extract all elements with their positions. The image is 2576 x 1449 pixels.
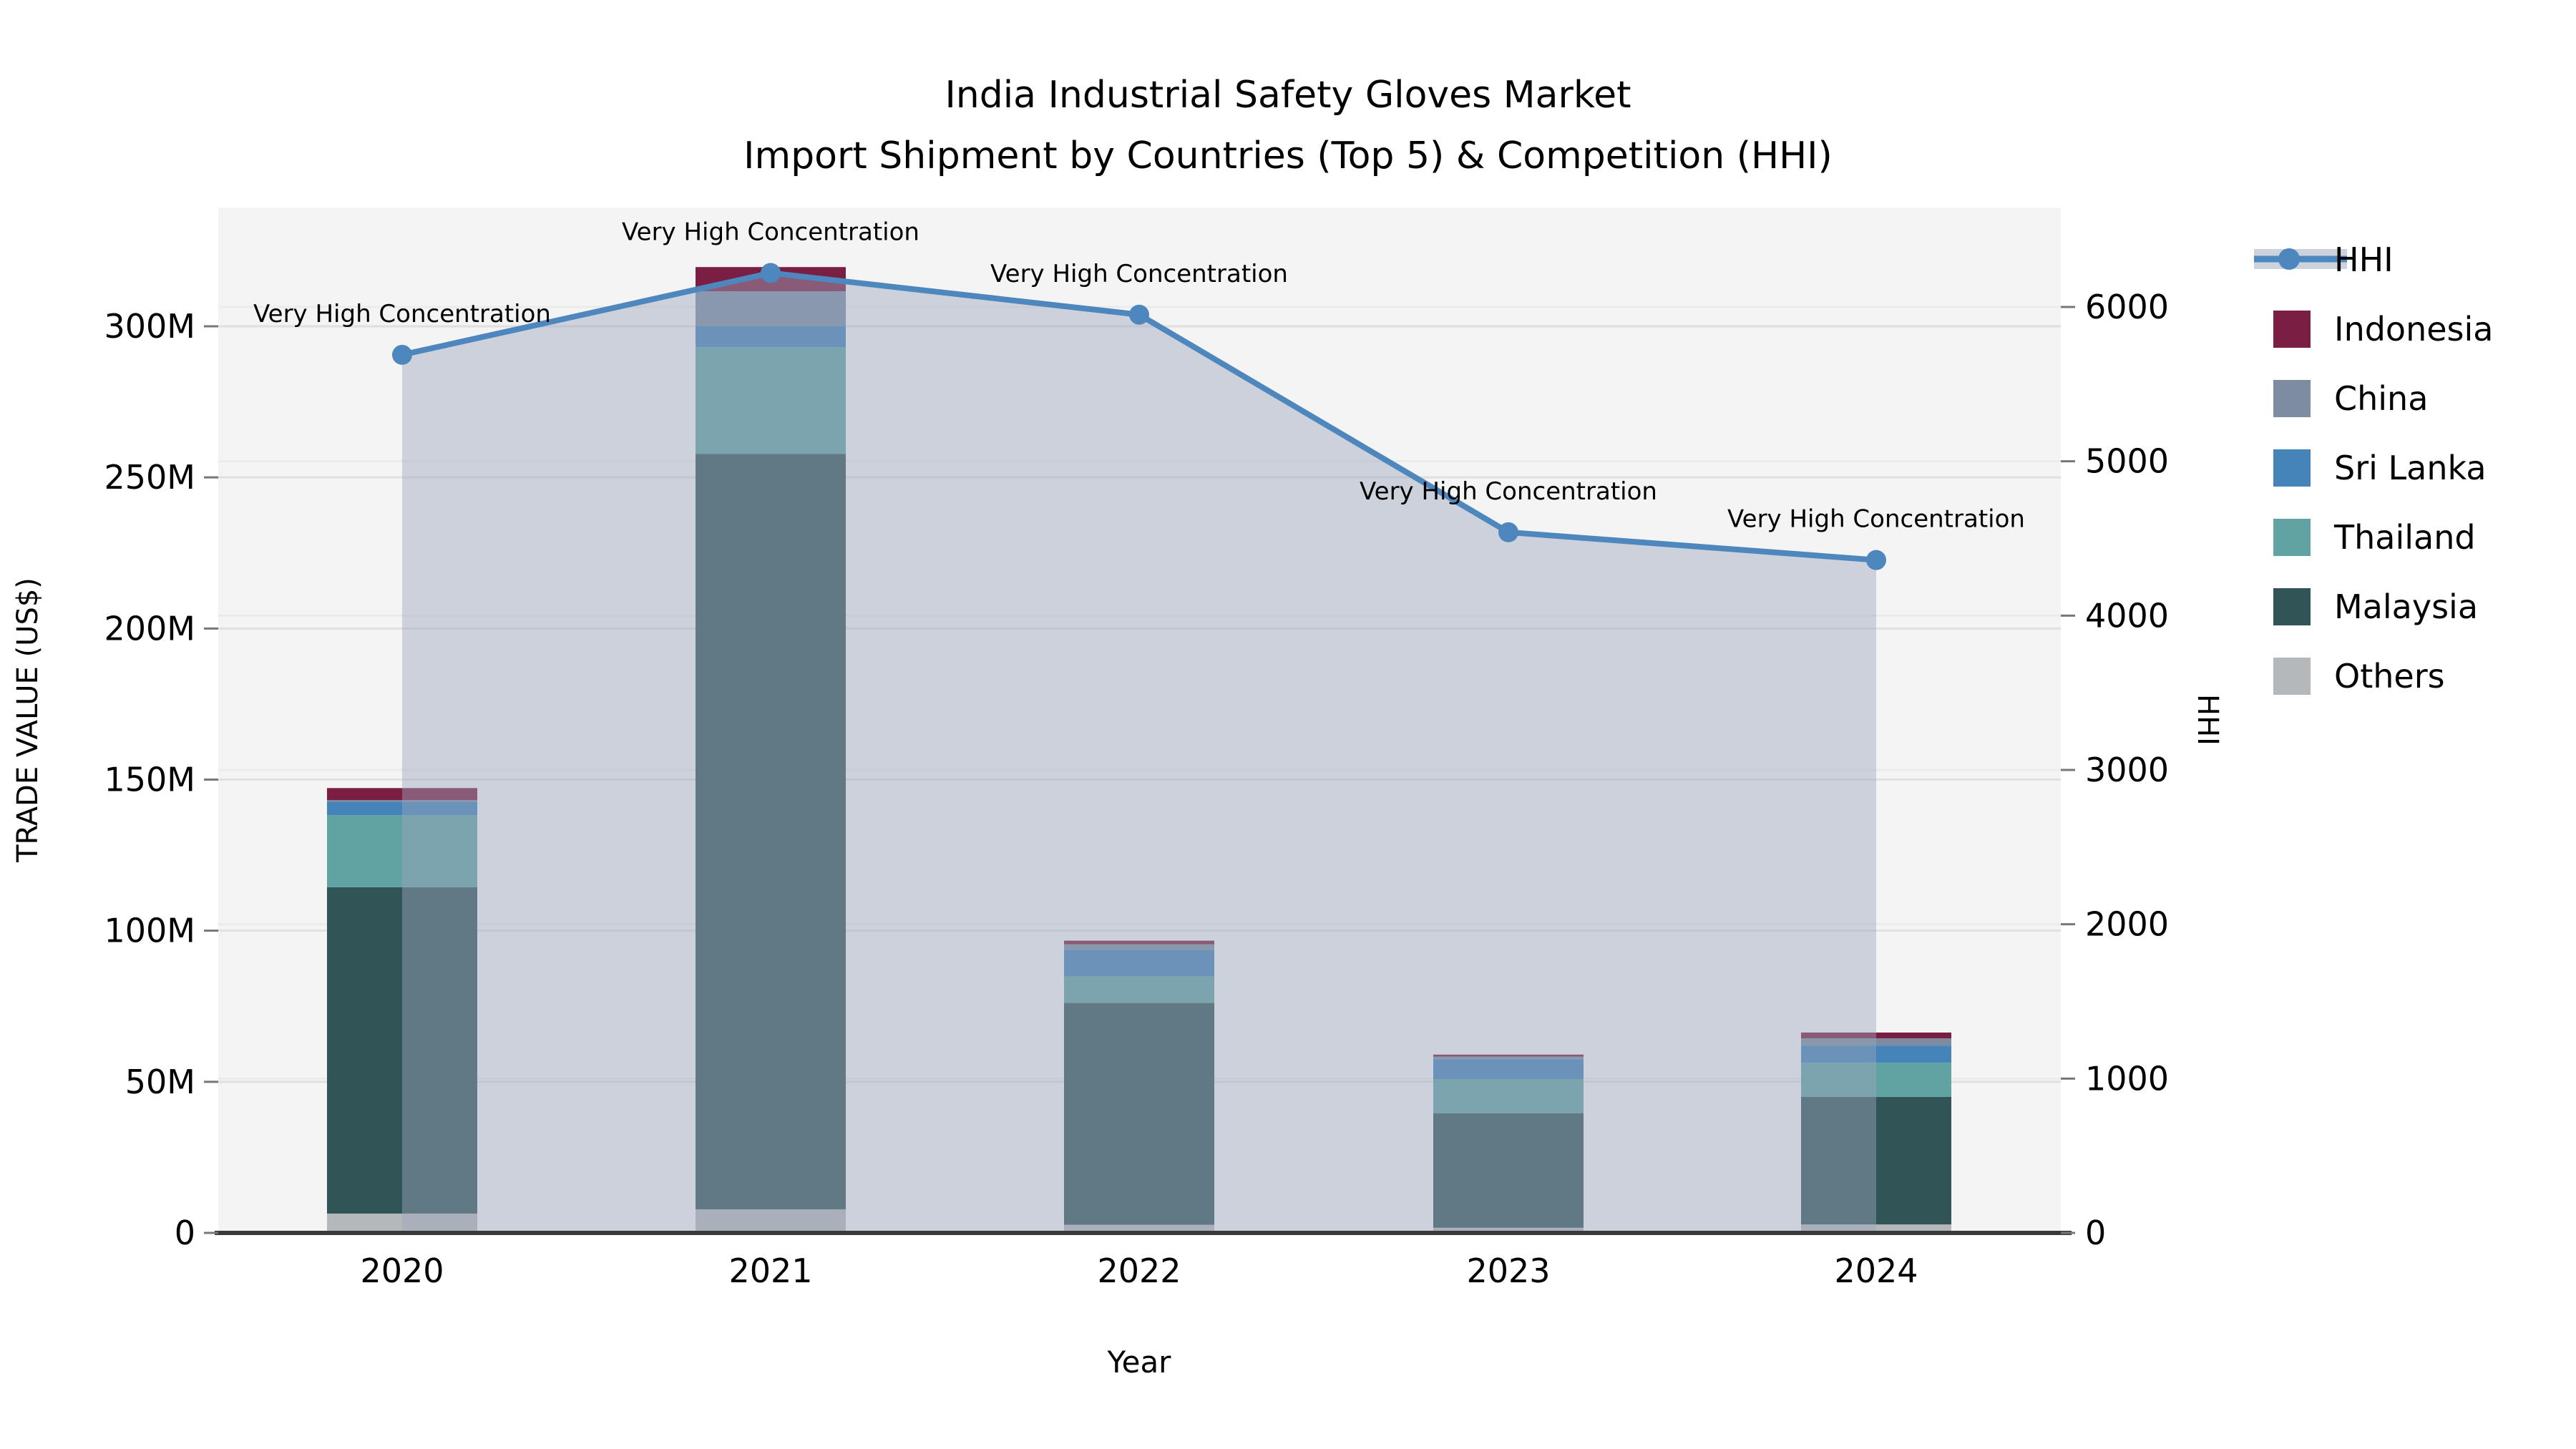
legend-label-malaysia: Malaysia [2334, 587, 2478, 626]
x-tick-label-2021: 2021 [728, 1252, 812, 1290]
bar-segment-2022-china [1064, 944, 1214, 950]
y-right-tick-label-3000: 3000 [2085, 751, 2169, 789]
hhi-marker-2024 [1866, 550, 1886, 570]
y-left-tick-label-100M: 100M [104, 912, 196, 950]
bar-segment-2024-malaysia [1801, 1096, 1951, 1225]
bar-segment-2022-others [1064, 1224, 1214, 1233]
bar-segment-2020-china [327, 800, 477, 802]
chart-title-line1: India Industrial Safety Gloves Market [945, 74, 1631, 117]
legend-item-indonesia[interactable]: Indonesia [2273, 310, 2493, 348]
bar-segment-2020-indonesia [327, 788, 477, 801]
legend-label-china: China [2334, 379, 2428, 418]
legend-hhi-marker-icon [2278, 248, 2300, 270]
y-left-tick-label-0: 0 [175, 1214, 195, 1252]
legend-label-thailand: Thailand [2333, 518, 2476, 557]
x-tick-label-2020: 2020 [360, 1252, 444, 1290]
x-tick-label-2022: 2022 [1097, 1252, 1181, 1290]
hhi-marker-2023 [1498, 522, 1518, 542]
stacked-bars [327, 267, 1951, 1233]
y-right-tick-label-6000: 6000 [2085, 288, 2169, 326]
legend-swatch-indonesia-icon [2273, 311, 2311, 348]
y-axis-left-title: TRADE VALUE (US$) [11, 577, 44, 863]
legend-item-sri-lanka[interactable]: Sri Lanka [2273, 449, 2487, 487]
bar-segment-2021-malaysia [696, 454, 846, 1210]
legend-item-others[interactable]: Others [2273, 657, 2445, 696]
bar-segment-2021-thailand [696, 347, 846, 454]
legend-item-malaysia[interactable]: Malaysia [2273, 587, 2478, 626]
legend-swatch-others-icon [2273, 658, 2311, 695]
legend-item-hhi[interactable]: HHI [2254, 240, 2394, 279]
annotations-layer: Very High Concentration Very High Concent… [253, 218, 2025, 534]
axes-and-ticks: 0 50M 100M 150M 200M 250M 300M 0 1000 2000 3000 400… [104, 288, 2170, 1290]
legend-swatch-thailand-icon [2273, 519, 2311, 556]
x-tick-label-2023: 2023 [1466, 1252, 1550, 1290]
bar-segment-2023-malaysia [1433, 1113, 1584, 1228]
legend-swatch-china-icon [2273, 380, 2311, 417]
bar-segment-2022-sri-lanka [1064, 950, 1214, 977]
legend-label-sri-lanka: Sri Lanka [2334, 449, 2487, 487]
y-right-tick-label-1000: 1000 [2085, 1059, 2169, 1098]
bar-segment-2024-sri-lanka [1801, 1045, 1951, 1063]
y-right-tick-label-0: 0 [2085, 1214, 2106, 1252]
annotation-2022: Very High Concentration [990, 260, 1288, 288]
bar-segment-2020-thailand [327, 815, 477, 887]
bar-segment-2023-thailand [1433, 1079, 1584, 1113]
y-left-tick-label-200M: 200M [104, 609, 196, 648]
legend-label-hhi: HHI [2334, 240, 2394, 279]
bar-segment-2021-china [696, 291, 846, 326]
bar-segment-2020-others [327, 1213, 477, 1233]
bar-segment-2023-indonesia [1433, 1054, 1584, 1057]
bar-segment-2022-thailand [1064, 976, 1214, 1003]
y-right-tick-label-5000: 5000 [2085, 442, 2169, 481]
legend-swatch-malaysia-icon [2273, 588, 2311, 625]
bar-segment-2022-indonesia [1064, 940, 1214, 945]
hhi-area-fill-layer [402, 273, 1876, 1233]
legend-item-china[interactable]: China [2273, 379, 2428, 418]
bar-segment-2024-thailand [1801, 1063, 1951, 1097]
y-axis-right-title: HHI [2191, 694, 2224, 746]
bar-segment-2024-others [1801, 1224, 1951, 1233]
hhi-line-layer [392, 263, 1886, 570]
hhi-marker-2020 [392, 344, 412, 365]
hhi-marker-2021 [761, 263, 781, 283]
legend: HHI Indonesia China Sri Lanka Thailand Malays… [2254, 240, 2493, 696]
legend-label-indonesia: Indonesia [2334, 310, 2493, 348]
x-tick-label-2024: 2024 [1834, 1252, 1918, 1290]
bar-segment-2023-china [1433, 1056, 1584, 1060]
x-axis-title: Year [1107, 1345, 1172, 1380]
legend-label-others: Others [2334, 657, 2445, 696]
annotation-2021: Very High Concentration [622, 218, 919, 247]
bar-segment-2022-malaysia [1064, 1002, 1214, 1225]
bar-segment-2021-others [696, 1209, 846, 1233]
y-right-tick-label-2000: 2000 [2085, 905, 2169, 944]
y-right-tick-label-4000: 4000 [2085, 596, 2169, 635]
legend-swatch-sri-lanka-icon [2273, 449, 2311, 487]
bar-segment-2020-malaysia [327, 887, 477, 1214]
hhi-area-fill [402, 273, 1876, 1233]
y-left-tick-label-50M: 50M [125, 1063, 195, 1101]
bar-segment-2023-others [1433, 1227, 1584, 1233]
y-left-tick-label-300M: 300M [104, 307, 196, 346]
y-left-tick-label-150M: 150M [104, 761, 196, 799]
chart-title-line2: Import Shipment by Countries (Top 5) & C… [743, 135, 1833, 177]
annotation-2024: Very High Concentration [1727, 505, 2025, 534]
annotation-2023: Very High Concentration [1360, 477, 1657, 506]
bar-segment-2020-sri-lanka [327, 801, 477, 816]
y-left-tick-label-250M: 250M [104, 458, 196, 497]
bar-segment-2024-china [1801, 1038, 1951, 1046]
annotation-2020: Very High Concentration [253, 300, 551, 328]
legend-item-thailand[interactable]: Thailand [2273, 518, 2476, 557]
hhi-marker-2022 [1129, 304, 1149, 325]
bar-segment-2021-sri-lanka [696, 326, 846, 348]
bar-segment-2023-sri-lanka [1433, 1059, 1584, 1080]
bar-segment-2024-indonesia [1801, 1032, 1951, 1039]
